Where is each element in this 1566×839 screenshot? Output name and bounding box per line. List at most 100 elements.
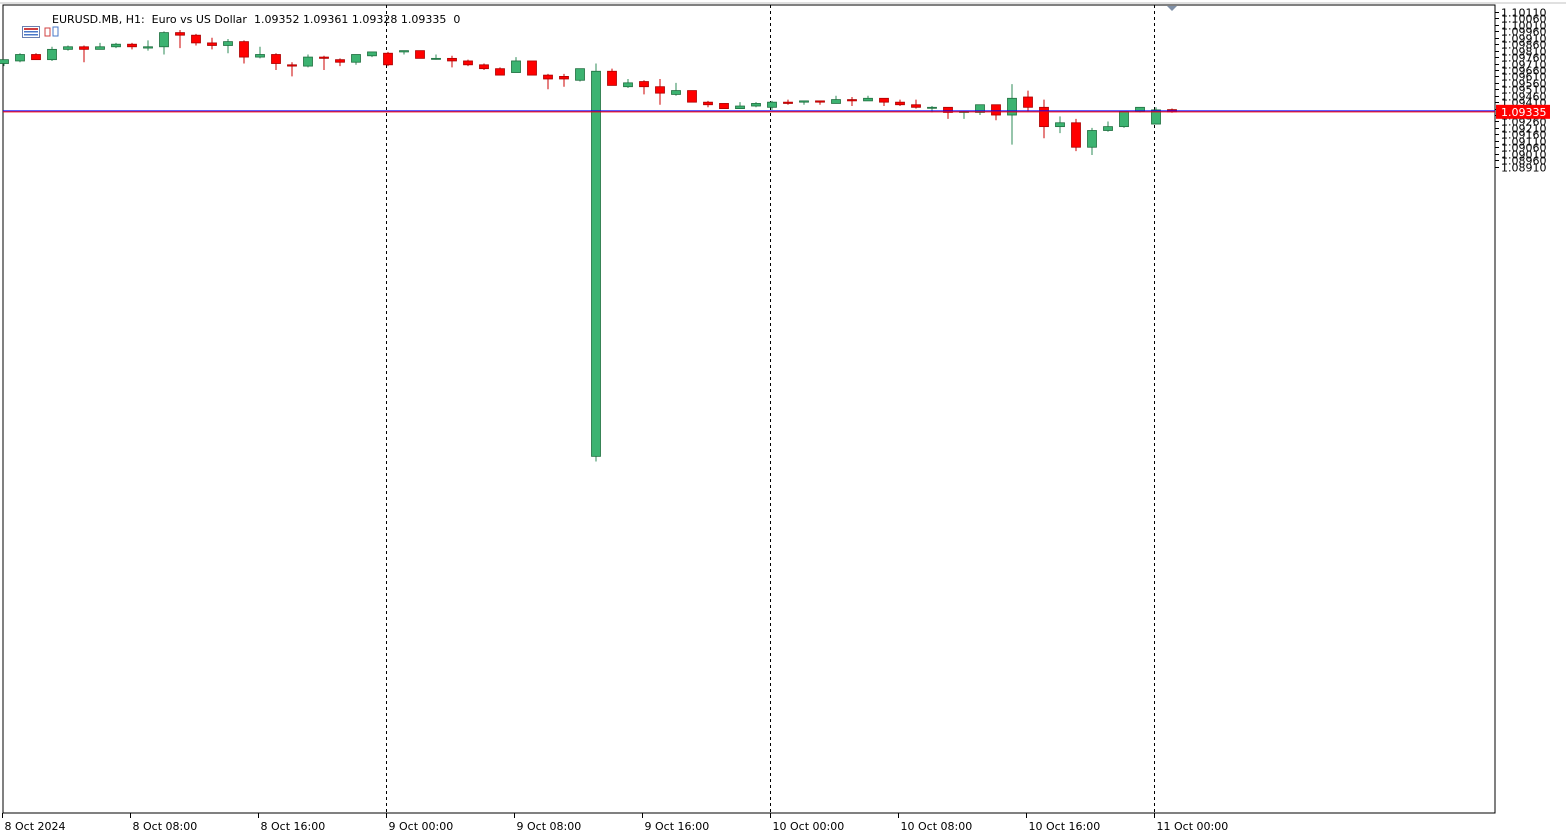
candle-body[interactable] xyxy=(207,42,217,46)
y-tick-label: 1.09510 xyxy=(1501,84,1547,97)
candle-body[interactable] xyxy=(623,82,633,88)
candle-body[interactable] xyxy=(223,41,233,46)
candle-body[interactable] xyxy=(271,54,281,64)
y-tick-label: 1.10110 xyxy=(1501,7,1547,20)
y-tick-label: 1.09860 xyxy=(1501,39,1547,52)
candle-body[interactable] xyxy=(31,54,41,61)
y-tick-label: 1.10060 xyxy=(1501,13,1547,26)
candle-body[interactable] xyxy=(687,90,697,103)
candle-body[interactable] xyxy=(1039,106,1049,128)
chart-header: EURUSD.MB, H1: Euro vs US Dollar 1.09352… xyxy=(8,11,461,38)
candle-body[interactable] xyxy=(607,70,617,86)
candle-body[interactable] xyxy=(255,54,265,58)
candle-body[interactable] xyxy=(447,57,457,62)
candle-body[interactable] xyxy=(351,54,361,63)
candle-body[interactable] xyxy=(335,59,345,63)
candle-body[interactable] xyxy=(559,76,569,80)
candle-body[interactable] xyxy=(863,97,873,102)
candle-body[interactable] xyxy=(463,60,473,66)
candle-body[interactable] xyxy=(63,46,73,50)
candle-body[interactable] xyxy=(895,101,905,106)
ohlc-label: 1.09352 1.09361 1.09328 1.09335 xyxy=(253,12,447,26)
candle-body[interactable] xyxy=(191,34,201,44)
symbol-label: EURUSD.MB xyxy=(52,12,119,26)
y-tick-label: 1.09060 xyxy=(1501,142,1547,155)
candle-body[interactable] xyxy=(415,50,425,59)
x-tick-label: 9 Oct 00:00 xyxy=(389,820,454,833)
candle-body[interactable] xyxy=(815,100,825,103)
candle-body[interactable] xyxy=(159,32,169,48)
candle-body[interactable] xyxy=(175,32,185,36)
x-tick-label: 10 Oct 08:00 xyxy=(901,820,973,833)
candle-body[interactable] xyxy=(1023,96,1033,108)
candle-body[interactable] xyxy=(1055,122,1065,128)
y-tick-label: 1.09810 xyxy=(1501,46,1547,59)
candle-body[interactable] xyxy=(975,104,985,113)
candle-body[interactable] xyxy=(79,46,89,50)
y-tick-label: 1.09910 xyxy=(1501,33,1547,46)
y-tick-label: 1.09160 xyxy=(1501,129,1547,142)
description-label: Euro vs US Dollar xyxy=(151,12,247,26)
candle-body[interactable] xyxy=(303,56,313,67)
candle-body[interactable] xyxy=(1119,110,1129,128)
candle-body[interactable] xyxy=(927,106,937,109)
candle-body[interactable] xyxy=(991,104,1001,116)
candle-body[interactable] xyxy=(591,70,601,457)
candle-body[interactable] xyxy=(111,43,121,48)
candle-body[interactable] xyxy=(1007,97,1017,116)
candle-body[interactable] xyxy=(543,74,553,80)
candle-body[interactable] xyxy=(239,41,249,58)
candle-body[interactable] xyxy=(511,60,521,73)
candle-body[interactable] xyxy=(703,101,713,106)
candle-body[interactable] xyxy=(127,43,137,48)
candle-body[interactable] xyxy=(431,57,441,60)
candle-body[interactable] xyxy=(735,105,745,110)
candle-body[interactable] xyxy=(15,54,25,62)
candle-body[interactable] xyxy=(783,101,793,104)
y-tick-label: 1.09710 xyxy=(1501,59,1547,72)
candle-body[interactable] xyxy=(671,90,681,95)
y-tick-label: 1.09760 xyxy=(1501,52,1547,65)
candle-body[interactable] xyxy=(399,50,409,53)
y-tick-label: 1.08910 xyxy=(1501,162,1547,175)
candle-body[interactable] xyxy=(719,103,729,109)
y-tick-label: 1.09110 xyxy=(1501,136,1547,149)
timeframe-label: H1 xyxy=(125,12,141,26)
bid-price-label-bg xyxy=(1496,104,1550,119)
candle-body[interactable] xyxy=(575,68,585,81)
y-tick-label: 1.10010 xyxy=(1501,20,1547,33)
candle-body[interactable] xyxy=(879,97,889,103)
candle-body[interactable] xyxy=(495,68,505,76)
candle-body[interactable] xyxy=(1071,122,1081,148)
candle-body[interactable] xyxy=(1087,130,1097,148)
candle-body[interactable] xyxy=(143,46,153,49)
candle-body[interactable] xyxy=(639,81,649,88)
candle-body[interactable] xyxy=(319,56,329,59)
candle-body[interactable] xyxy=(767,101,777,108)
x-tick-label: 8 Oct 16:00 xyxy=(261,820,326,833)
candle-body[interactable] xyxy=(0,59,9,64)
y-tick-label: 1.09560 xyxy=(1501,78,1547,91)
candle-body[interactable] xyxy=(799,100,809,103)
x-tick-label: 11 Oct 00:00 xyxy=(1157,820,1229,833)
candle-body[interactable] xyxy=(655,86,665,94)
candle-body[interactable] xyxy=(367,51,377,57)
candle-body[interactable] xyxy=(847,99,857,102)
candle-body[interactable] xyxy=(479,64,489,70)
candle-body[interactable] xyxy=(751,103,761,107)
candle-body[interactable] xyxy=(1103,126,1113,131)
extra-label: 0 xyxy=(453,12,461,26)
candle-body[interactable] xyxy=(95,46,105,50)
y-tick-label: 1.09960 xyxy=(1501,26,1547,39)
candle-body[interactable] xyxy=(831,99,841,104)
candle-body[interactable] xyxy=(911,104,921,108)
candle-body[interactable] xyxy=(943,106,953,113)
candle-body[interactable] xyxy=(1151,109,1161,125)
x-tick-label: 9 Oct 08:00 xyxy=(517,820,582,833)
candle-body[interactable] xyxy=(47,48,57,61)
candle-body[interactable] xyxy=(527,60,537,76)
candle-body[interactable] xyxy=(383,52,393,66)
candle-body[interactable] xyxy=(287,64,297,67)
chart-shift-marker[interactable] xyxy=(1167,6,1177,11)
